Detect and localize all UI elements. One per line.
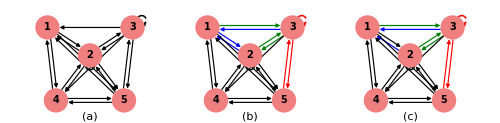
- Circle shape: [272, 88, 296, 113]
- Circle shape: [238, 43, 262, 68]
- Text: 3: 3: [289, 23, 296, 32]
- Circle shape: [440, 15, 464, 40]
- Text: 1: 1: [204, 23, 211, 32]
- Circle shape: [398, 43, 422, 68]
- Text: 5: 5: [120, 95, 128, 105]
- Circle shape: [112, 88, 136, 113]
- Text: (b): (b): [242, 111, 258, 121]
- Circle shape: [364, 88, 388, 113]
- Circle shape: [78, 43, 102, 68]
- Text: 5: 5: [440, 95, 448, 105]
- Circle shape: [120, 15, 144, 40]
- Text: 1: 1: [364, 23, 371, 32]
- Circle shape: [44, 88, 68, 113]
- Text: 2: 2: [406, 50, 414, 60]
- Circle shape: [356, 15, 380, 40]
- Text: 5: 5: [280, 95, 287, 105]
- Text: 4: 4: [212, 95, 220, 105]
- Circle shape: [204, 88, 228, 113]
- Text: 2: 2: [86, 50, 94, 60]
- Text: 4: 4: [52, 95, 60, 105]
- Text: (a): (a): [82, 111, 98, 121]
- Circle shape: [196, 15, 220, 40]
- Circle shape: [36, 15, 60, 40]
- Text: 3: 3: [129, 23, 136, 32]
- Text: (c): (c): [402, 111, 417, 121]
- Circle shape: [432, 88, 456, 113]
- Text: 4: 4: [372, 95, 380, 105]
- Text: 2: 2: [246, 50, 254, 60]
- Text: 1: 1: [44, 23, 51, 32]
- Text: 3: 3: [449, 23, 456, 32]
- Circle shape: [280, 15, 304, 40]
